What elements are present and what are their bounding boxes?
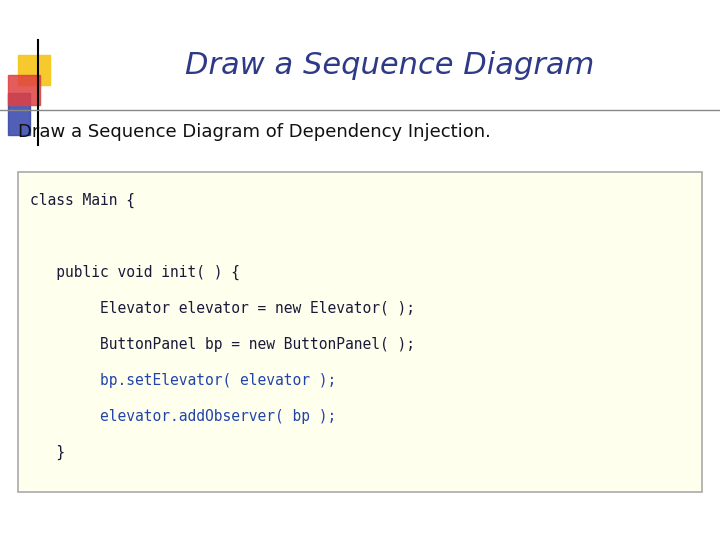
Bar xyxy=(18,55,50,85)
Text: bp.setElevator( elevator );: bp.setElevator( elevator ); xyxy=(30,373,336,388)
Text: class Main {: class Main { xyxy=(30,192,135,207)
Text: public void init( ) {: public void init( ) { xyxy=(30,265,240,280)
Text: }: } xyxy=(30,444,65,460)
Text: elevator.addObserver( bp );: elevator.addObserver( bp ); xyxy=(30,408,336,423)
Text: Draw a Sequence Diagram: Draw a Sequence Diagram xyxy=(185,51,595,79)
Bar xyxy=(8,75,40,105)
Text: ButtonPanel bp = new ButtonPanel( );: ButtonPanel bp = new ButtonPanel( ); xyxy=(30,336,415,352)
Bar xyxy=(8,93,30,135)
Text: Draw a Sequence Diagram of Dependency Injection.: Draw a Sequence Diagram of Dependency In… xyxy=(18,123,491,141)
Text: Elevator elevator = new Elevator( );: Elevator elevator = new Elevator( ); xyxy=(30,300,415,315)
FancyBboxPatch shape xyxy=(18,172,702,492)
